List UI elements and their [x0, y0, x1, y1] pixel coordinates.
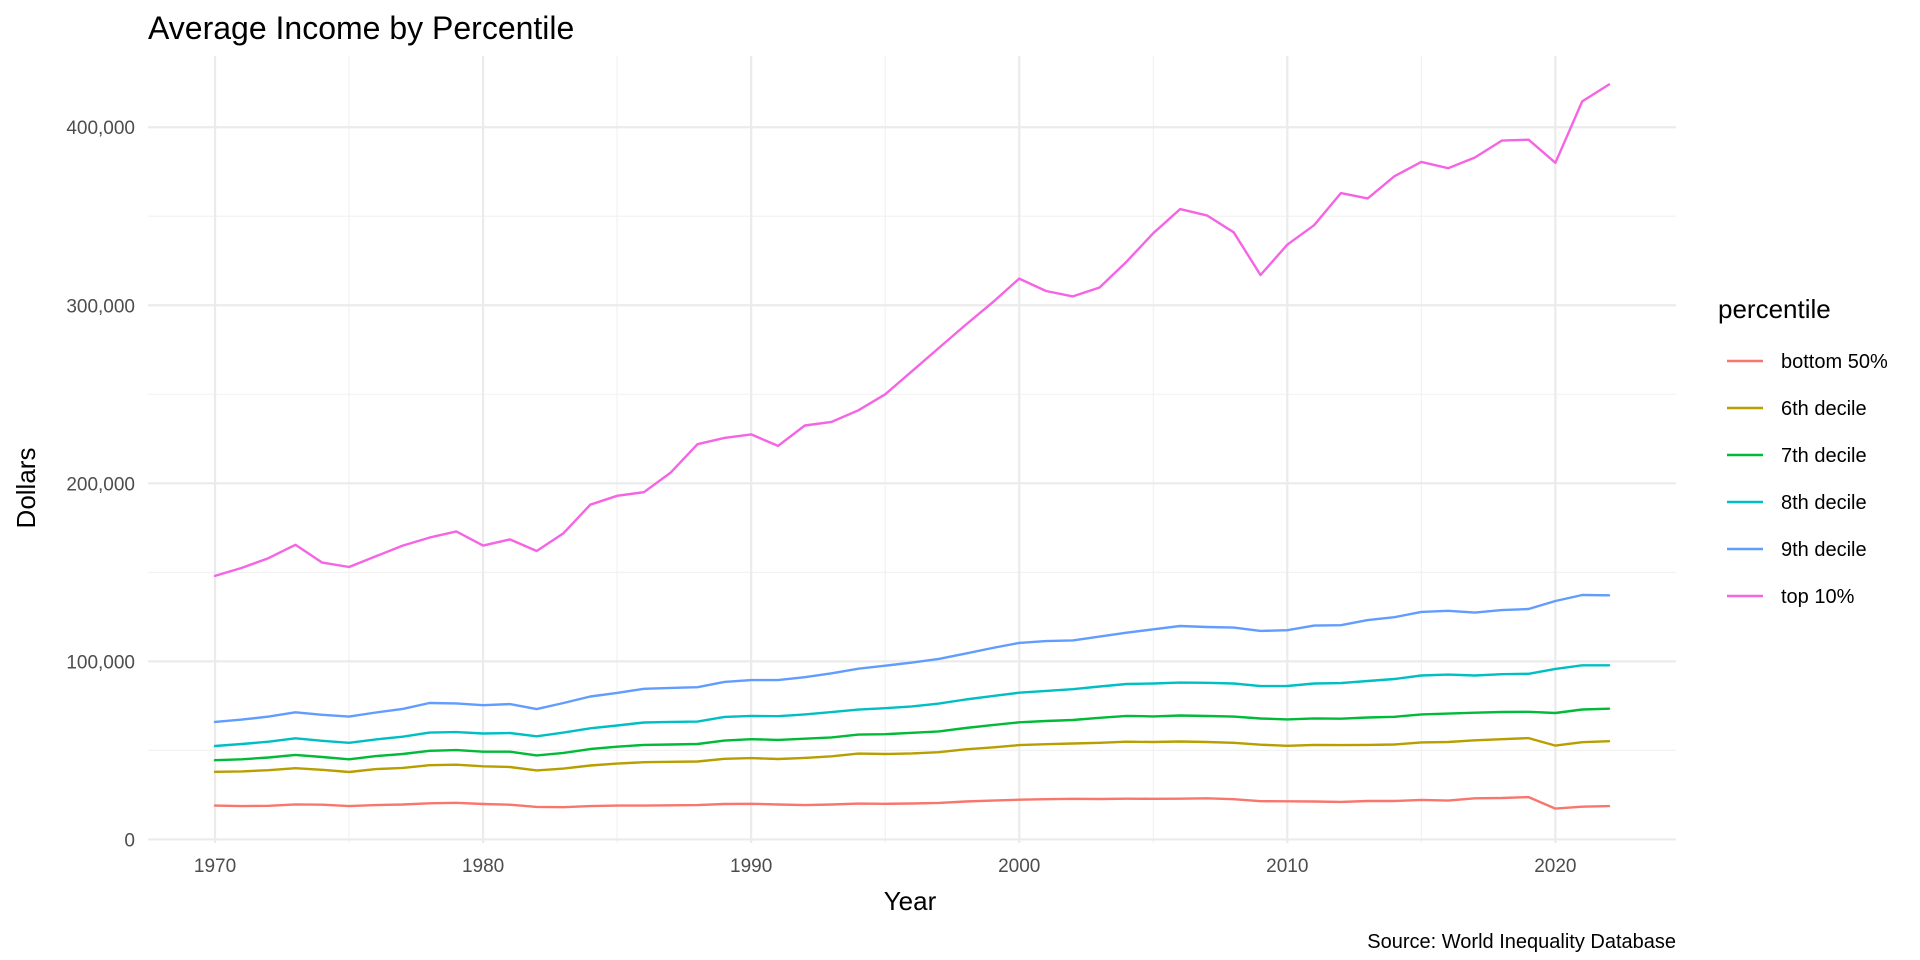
series-line-3: [213, 664, 1611, 748]
legend-label: 9th decile: [1781, 539, 1867, 561]
legend: percentile bottom 50% 6th decile 7th decil…: [1718, 294, 1888, 608]
legend-label: 8th decile: [1781, 492, 1867, 514]
series-lines: [213, 83, 1611, 810]
y-tick-label: 300,000: [66, 296, 135, 317]
legend-label: bottom 50%: [1781, 351, 1888, 373]
x-axis-title: Year: [884, 886, 937, 916]
x-tick-label: 2020: [1534, 856, 1576, 877]
chart-title: Average Income by Percentile: [148, 10, 574, 46]
plot-grid: [148, 56, 1676, 843]
series-line-2: [213, 707, 1611, 762]
y-tick-label: 400,000: [66, 118, 135, 139]
series-line-4: [213, 593, 1611, 724]
y-tick-label: 200,000: [66, 474, 135, 495]
y-tick-label: 100,000: [66, 652, 135, 673]
series-line-1: [213, 736, 1611, 774]
x-axis-tick-labels: 1970 1980 1990 2000 2010 2020: [194, 856, 1577, 877]
x-tick-label: 1990: [730, 856, 772, 877]
y-axis-title: Dollars: [11, 448, 41, 529]
legend-title: percentile: [1718, 294, 1831, 324]
y-axis-tick-labels: 0 100,000 200,000 300,000 400,000: [66, 118, 135, 851]
legend-label: 6th decile: [1781, 398, 1867, 420]
x-tick-label: 1980: [462, 856, 504, 877]
series-line-5: [213, 83, 1611, 578]
x-tick-label: 1970: [194, 856, 236, 877]
x-tick-label: 2010: [1266, 856, 1308, 877]
series-line-0: [213, 795, 1611, 810]
legend-label: top 10%: [1781, 586, 1855, 608]
x-tick-label: 2000: [998, 856, 1040, 877]
chart-caption: Source: World Inequality Database: [1367, 931, 1676, 953]
y-tick-label: 0: [124, 830, 135, 851]
legend-items: bottom 50% 6th decile 7th decile 8th decile…: [1727, 351, 1888, 608]
legend-label: 7th decile: [1781, 445, 1867, 467]
